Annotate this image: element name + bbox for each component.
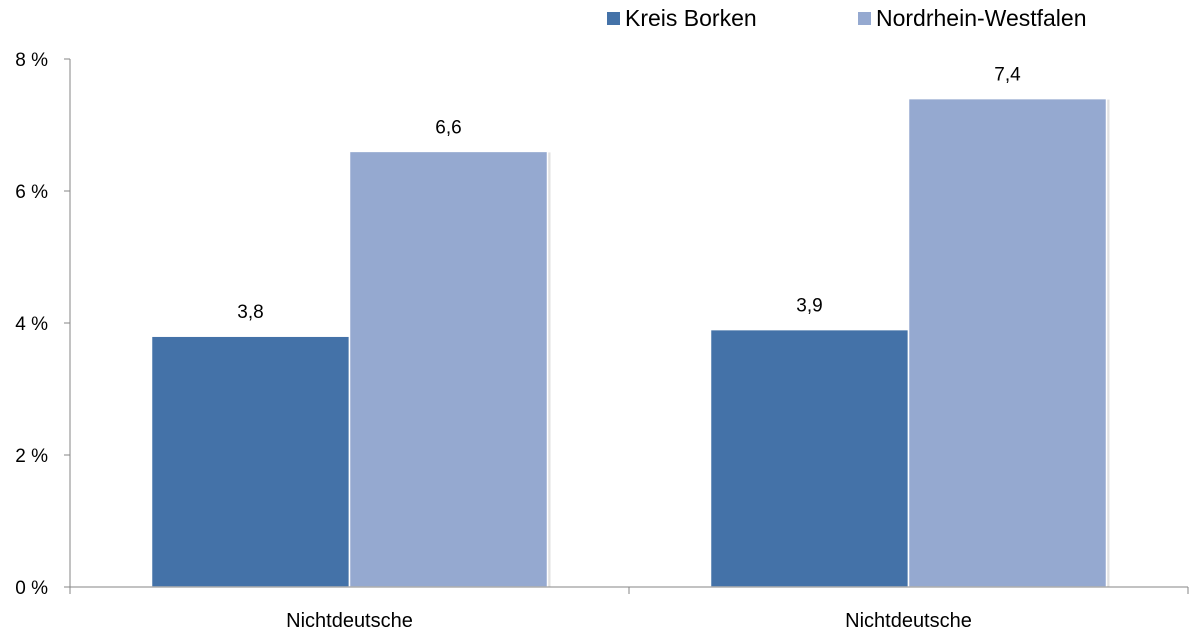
bars-group [150, 97, 1110, 588]
bar-value-label: 3,8 [237, 302, 263, 323]
bar-value-label: 6,6 [435, 117, 461, 138]
data-labels: 3,8 6,6 3,9 7,4 [237, 65, 1021, 324]
y-tick-label: 8 % [15, 50, 48, 71]
bar [348, 150, 549, 588]
legend-swatch [858, 12, 871, 25]
legend: Kreis Borken Nordrhein-Westfalen [607, 5, 1087, 31]
category-label: Nichtdeutsche [286, 610, 413, 632]
y-tick-label: 0 % [15, 578, 48, 599]
x-axis: Nichtdeutsche Nichtdeutsche [286, 610, 972, 632]
legend-swatch [607, 12, 620, 25]
bar-value-label: 7,4 [994, 65, 1021, 86]
legend-label: Nordrhein-Westfalen [876, 5, 1087, 31]
category-label: Nichtdeutsche [845, 610, 972, 632]
axes [69, 59, 1189, 594]
y-tick-label: 2 % [15, 446, 48, 467]
bar [907, 97, 1108, 588]
y-tick-label: 4 % [15, 314, 48, 335]
bar [150, 335, 351, 588]
bar [709, 328, 910, 588]
bar-value-label: 3,9 [796, 296, 822, 317]
legend-label: Kreis Borken [625, 5, 757, 31]
y-tick-label: 6 % [15, 182, 48, 203]
y-axis: 0 % 2 % 4 % 6 % 8 % [15, 50, 70, 599]
